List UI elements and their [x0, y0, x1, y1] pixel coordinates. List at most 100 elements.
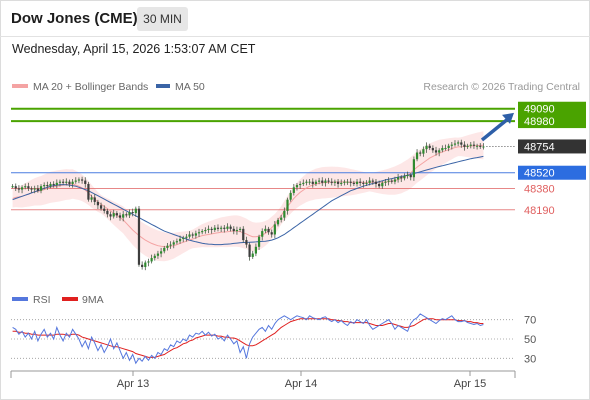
candle: [292, 183, 295, 196]
candle: [457, 140, 460, 147]
candle-body: [450, 144, 453, 146]
candle: [302, 179, 305, 186]
candle-body: [463, 144, 466, 147]
candle-body: [30, 188, 33, 190]
candle: [346, 179, 349, 185]
level-label-48380: 48380: [524, 183, 555, 195]
candle-body: [220, 227, 223, 229]
candle-body: [96, 201, 100, 206]
candle-body: [137, 208, 141, 265]
candle: [390, 178, 393, 184]
candle: [141, 261, 144, 270]
candle-body: [213, 227, 216, 230]
candle: [450, 141, 453, 150]
candle: [131, 208, 134, 217]
candle: [238, 226, 242, 232]
candle: [482, 143, 485, 150]
candle-body: [166, 245, 169, 248]
candle-body: [254, 246, 258, 254]
candle-body: [393, 179, 397, 182]
candle: [90, 194, 93, 203]
candle: [55, 179, 58, 189]
candle: [336, 179, 340, 188]
title-divider: [0, 36, 590, 37]
candle-body: [409, 174, 412, 178]
candle: [118, 212, 122, 221]
candle-body: [355, 181, 359, 184]
candle: [299, 181, 302, 189]
candle: [115, 211, 118, 218]
candle: [425, 142, 428, 153]
candle: [365, 180, 368, 186]
candle-body: [457, 142, 460, 144]
candle-body: [175, 241, 179, 243]
candle-body: [261, 231, 264, 237]
candle: [68, 179, 71, 188]
candle-body: [147, 261, 150, 263]
timeframe-button[interactable]: 30 MIN: [137, 7, 188, 31]
candle-body: [245, 240, 248, 245]
candle-body: [27, 186, 30, 189]
candle: [314, 179, 318, 186]
candle: [343, 179, 346, 186]
candle-body: [17, 188, 21, 190]
candle-body: [159, 251, 163, 254]
candle: [46, 181, 49, 190]
candle-body: [14, 186, 17, 189]
candle-body: [185, 236, 188, 238]
candle: [232, 226, 235, 235]
candle: [201, 229, 204, 235]
candle: [11, 184, 14, 189]
candle-body: [84, 180, 87, 184]
candle-body: [52, 183, 55, 186]
candle: [182, 235, 185, 243]
datetime-label: Wednesday, April 15, 2026 1:53:07 AM CET: [12, 42, 256, 56]
candle: [14, 183, 17, 192]
candle-body: [115, 213, 118, 216]
candle: [24, 183, 27, 190]
candle-body: [178, 238, 182, 242]
candle: [99, 202, 103, 211]
rsi-tick-70: 70: [524, 315, 536, 327]
candle: [374, 179, 378, 188]
candle-body: [469, 144, 472, 146]
candle: [267, 226, 270, 235]
candle-body: [74, 180, 77, 182]
candle-body: [99, 205, 103, 209]
candle-body: [264, 228, 267, 232]
candle: [194, 230, 197, 239]
candle-body: [365, 182, 368, 184]
candle-body: [302, 182, 305, 184]
candle-body: [62, 181, 65, 183]
candle: [163, 245, 166, 254]
candle: [340, 179, 343, 186]
candle: [270, 229, 273, 238]
rsi-legend-swatch: [12, 297, 28, 301]
candle: [144, 260, 147, 271]
bollinger-band: [12, 131, 484, 262]
candle: [352, 180, 355, 186]
candle: [103, 205, 106, 214]
level-label-48190: 48190: [524, 205, 555, 217]
candle-body: [188, 234, 191, 237]
x-tick-label: Apr 14: [285, 378, 317, 390]
candle: [368, 177, 371, 186]
candle: [235, 226, 239, 235]
candle: [106, 208, 109, 218]
candle-body: [299, 183, 302, 186]
candle-body: [422, 149, 425, 154]
candle-body: [378, 183, 381, 187]
candle: [242, 226, 245, 243]
instrument-title: Dow Jones (CME): [11, 10, 138, 27]
candle-body: [346, 181, 349, 183]
candle: [324, 178, 327, 187]
candle: [156, 250, 160, 259]
candle-body: [384, 181, 387, 183]
candle-body: [340, 182, 343, 184]
candle-body: [232, 228, 235, 232]
candle-body: [273, 224, 276, 235]
candle-body: [33, 188, 36, 190]
candle: [175, 238, 179, 245]
